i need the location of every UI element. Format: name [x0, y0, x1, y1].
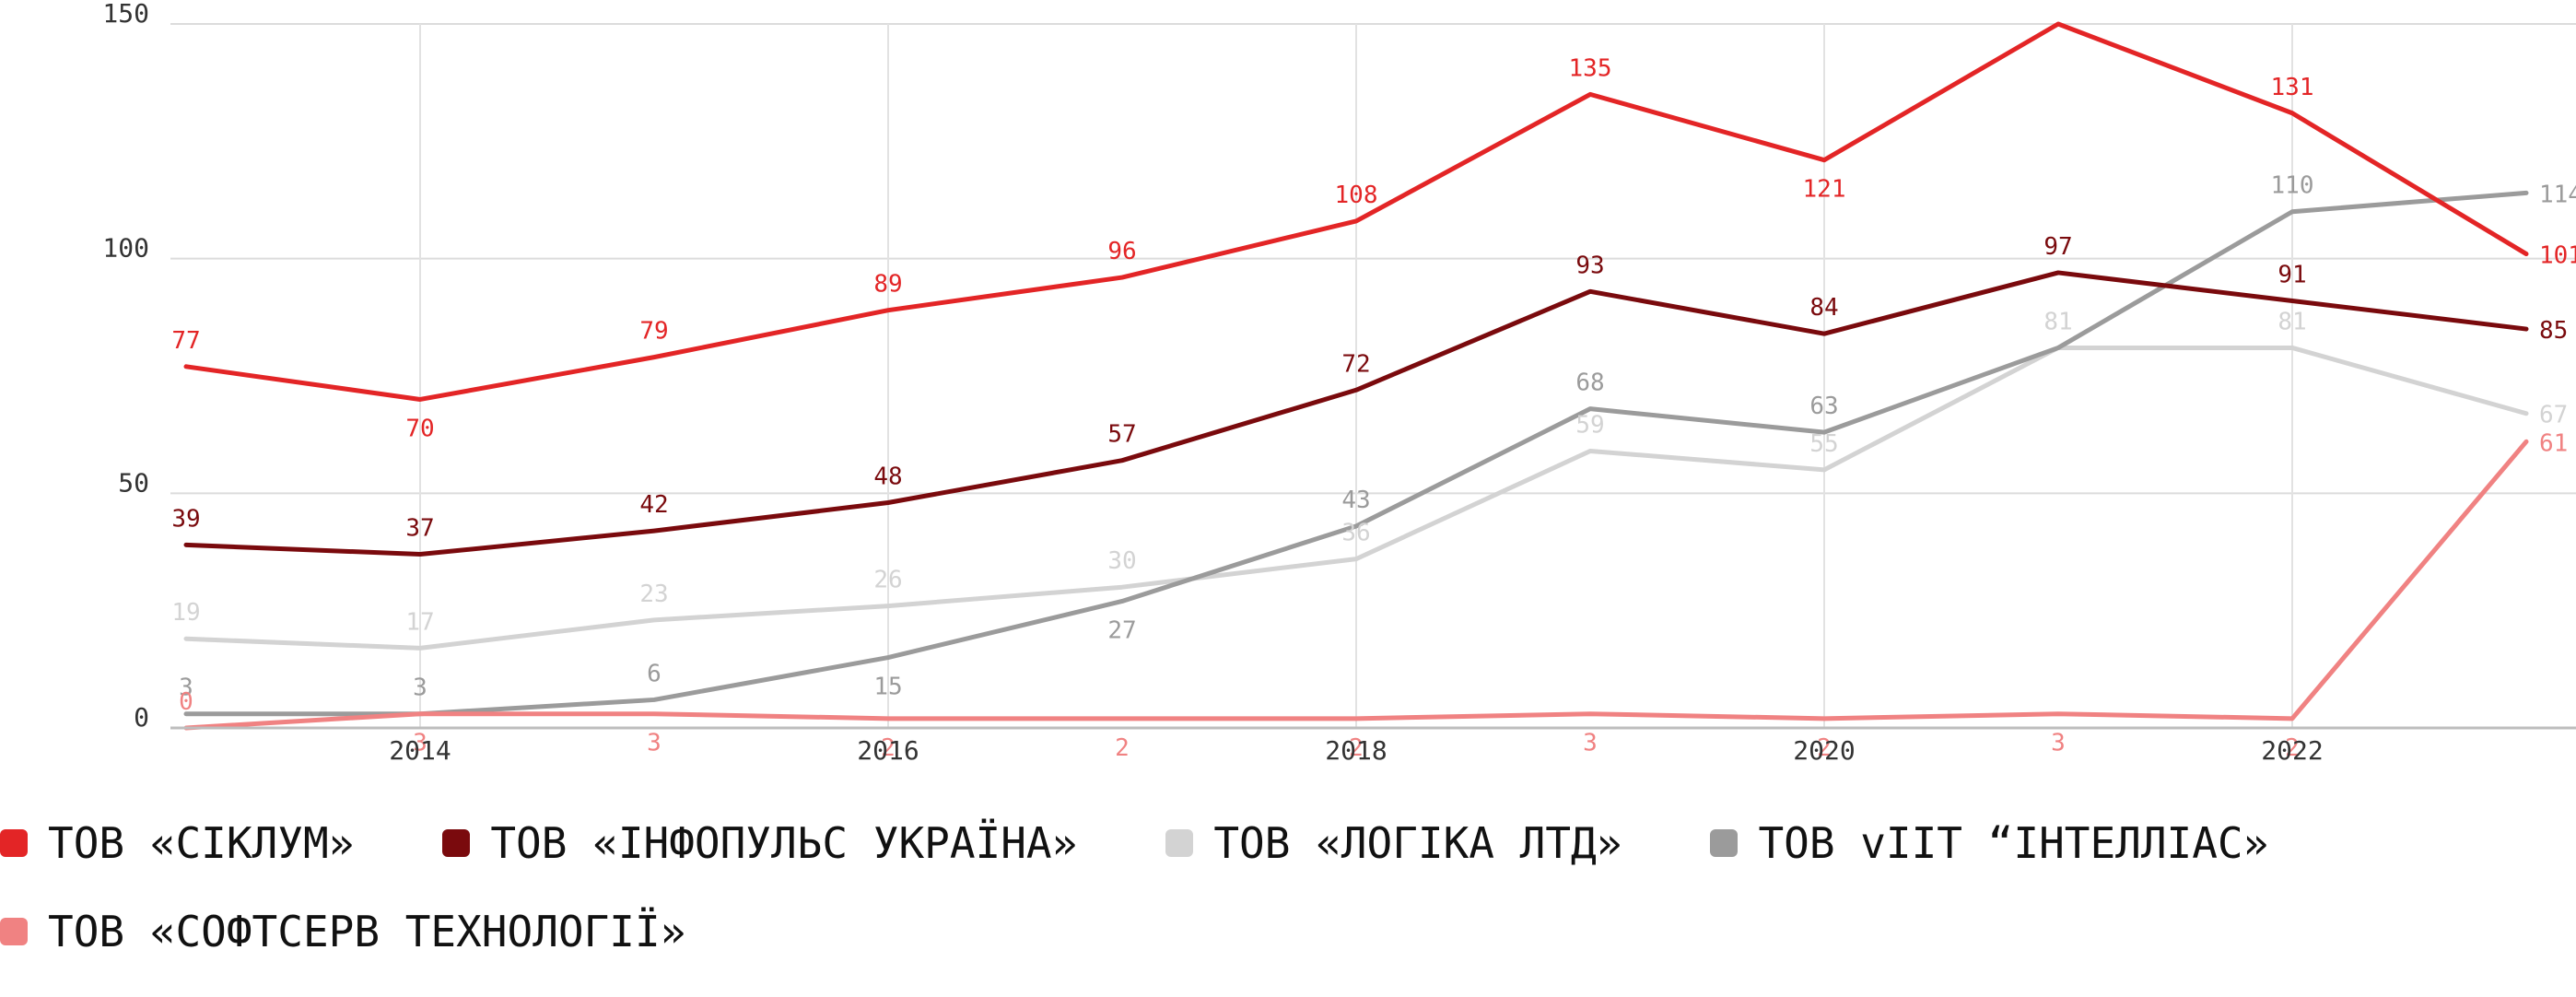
y-tick-label: 100 [102, 233, 149, 264]
data-label: 43 [1341, 487, 1370, 514]
data-label: 84 [1809, 294, 1838, 322]
data-label: 96 [1107, 238, 1136, 265]
data-label: 30 [1107, 547, 1136, 575]
data-label: 81 [2043, 308, 2072, 335]
x-tick-label: 2018 [1325, 735, 1387, 766]
legend-row-1: ТОВ «СІКЛУМ» ТОВ «ІНФОПУЛЬС УКРАЇНА» ТОВ… [0, 820, 2576, 866]
data-label: 97 [2043, 233, 2072, 261]
x-tick-label: 2016 [857, 735, 919, 766]
legend-item-siklum: ТОВ «СІКЛУМ» [0, 818, 354, 868]
y-tick-label: 150 [102, 0, 149, 29]
data-label: 3 [413, 674, 427, 702]
legend: ТОВ «СІКЛУМ» ТОВ «ІНФОПУЛЬС УКРАЇНА» ТОВ… [0, 820, 2576, 997]
legend-label-siklum: ТОВ «СІКЛУМ» [48, 818, 354, 868]
data-label: 36 [1341, 520, 1370, 547]
x-tick-label: 2014 [389, 735, 451, 766]
data-label: 121 [1803, 176, 1846, 204]
data-label: 70 [405, 415, 434, 442]
y-tick-label: 0 [134, 702, 149, 733]
legend-row-2: ТОВ «СОФТСЕРВ ТЕХНОЛОГІЇ» [0, 909, 2576, 955]
data-label: 89 [873, 271, 902, 299]
data-label: 131 [2271, 74, 2314, 101]
legend-item-softserve: ТОВ «СОФТСЕРВ ТЕХНОЛОГІЇ» [0, 907, 685, 956]
data-label: 55 [1809, 430, 1838, 458]
data-label: 57 [1107, 421, 1136, 449]
data-label: 63 [1809, 393, 1838, 420]
data-label: 135 [1569, 54, 1612, 82]
y-tick-label: 50 [118, 467, 149, 498]
legend-swatch-infopuls [442, 829, 470, 857]
x-tick-label: 2022 [2261, 735, 2323, 766]
data-label: 3 [647, 730, 662, 757]
x-tick-label: 2020 [1793, 735, 1855, 766]
data-label: 48 [873, 463, 902, 491]
data-label: 6 [647, 660, 662, 687]
data-label: 27 [1107, 616, 1136, 644]
data-label: 2 [1115, 734, 1130, 762]
data-label: 37 [405, 515, 434, 543]
legend-swatch-softserve [0, 918, 28, 945]
data-label: 93 [1575, 252, 1604, 279]
data-label: 0 [179, 688, 193, 716]
legend-label-softserve: ТОВ «СОФТСЕРВ ТЕХНОЛОГІЇ» [48, 907, 685, 956]
data-label: 59 [1575, 411, 1604, 439]
legend-swatch-logika [1165, 829, 1193, 857]
legend-label-intellias: ТОВ vIIT “ІНТЕЛЛІАС» [1758, 818, 2268, 868]
data-label: 85 [2539, 317, 2568, 345]
data-label: 39 [171, 505, 200, 533]
legend-swatch-siklum [0, 829, 28, 857]
data-label: 19 [171, 599, 200, 627]
line-chart: 77 70 79 89 96 108 135 121 131 101 39 37 42 48 57 72 93 8… [0, 0, 2576, 811]
legend-swatch-intellias [1710, 829, 1738, 857]
data-label: 26 [873, 567, 902, 594]
data-label: 3 [1583, 730, 1598, 757]
data-label: 67 [2539, 402, 2568, 429]
legend-item-intellias: ТОВ vIIT “ІНТЕЛЛІАС» [1710, 818, 2268, 868]
data-label: 91 [2277, 262, 2306, 289]
data-label: 79 [639, 318, 668, 346]
data-label: 72 [1341, 350, 1370, 378]
legend-label-infopuls: ТОВ «ІНФОПУЛЬС УКРАЇНА» [490, 818, 1077, 868]
data-labels: 77 70 79 89 96 108 135 121 131 101 39 37 42 48 57 72 93 8… [171, 54, 2576, 761]
data-label: 77 [171, 327, 200, 355]
data-label: 110 [2271, 172, 2314, 200]
data-label: 68 [1575, 369, 1604, 397]
data-label: 42 [639, 491, 668, 519]
grid [170, 24, 2576, 728]
data-label: 81 [2277, 308, 2306, 335]
data-label: 101 [2539, 242, 2576, 270]
data-label: 23 [639, 581, 668, 608]
data-label: 114 [2539, 181, 2576, 208]
data-label: 61 [2539, 429, 2568, 457]
data-label: 3 [2051, 730, 2066, 757]
legend-label-logika: ТОВ «ЛОГІКА ЛТД» [1213, 818, 1622, 868]
legend-item-logika: ТОВ «ЛОГІКА ЛТД» [1165, 818, 1622, 868]
data-label: 15 [873, 674, 902, 701]
data-label: 17 [405, 608, 434, 636]
data-label: 108 [1335, 182, 1378, 209]
legend-item-infopuls: ТОВ «ІНФОПУЛЬС УКРАЇНА» [442, 818, 1077, 868]
